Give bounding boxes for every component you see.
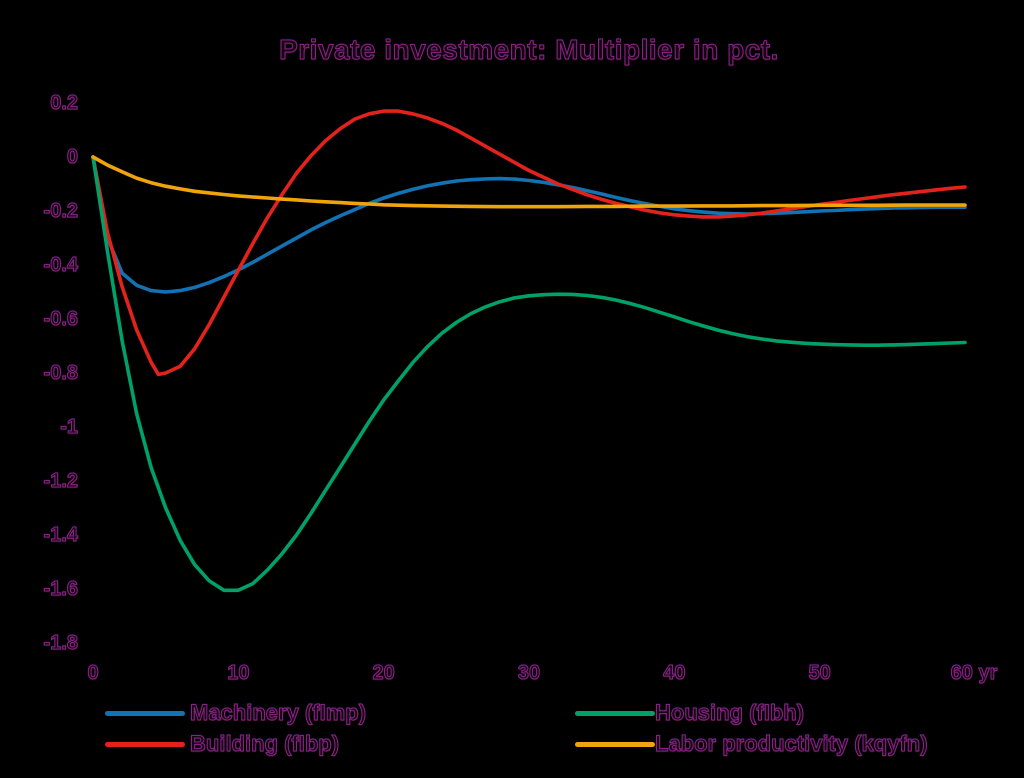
y-tick-label: 0.2 [50,91,79,114]
x-tick-label: 0 [87,661,99,684]
y-tick-label: -0.4 [43,253,79,276]
legend-swatch-housing-fibh [575,711,655,716]
series-line-labor-productivity-kqyfn [91,155,967,209]
series-line-machinery-fimp [91,155,967,294]
legend-label-labor-productivity-kqyfn: Labor productivity (kqyfn) [654,730,928,756]
y-tick-label: -0.6 [43,307,79,330]
series-line-housing-fibh [91,155,967,593]
x-tick-label: 30 [517,661,541,684]
legend-label-housing-fibh: Housing (fIbh) [654,699,805,725]
legend-label-building-fibp: Building (fIbp) [189,730,340,756]
y-tick-label: -1 [60,415,79,438]
y-tick-label: -1.6 [43,577,79,600]
chart-title: Private investment: Multiplier in pct. [279,33,779,65]
series-line-building-fibp [91,109,967,377]
y-tick-label: -1.8 [43,631,79,654]
legend-swatch-building-fibp [105,742,185,747]
y-tick-label: -1.2 [43,469,79,492]
legend-label-machinery-fimp: Machinery (fImp) [189,699,367,725]
y-tick-label: -0.8 [43,361,79,384]
y-tick-label: -1.4 [43,523,79,546]
x-tick-label: 40 [663,661,686,684]
y-tick-label: -0.2 [43,199,79,222]
y-tick-label: 0 [66,145,78,168]
x-tick-label: 50 [808,661,831,684]
legend-swatch-machinery-fimp [105,711,185,716]
x-tick-label-with-unit: 60 yr [950,661,998,684]
x-tick-label: 10 [227,661,250,684]
x-tick-label: 20 [372,661,395,684]
legend-swatch-labor-productivity-kqyfn [575,742,655,747]
